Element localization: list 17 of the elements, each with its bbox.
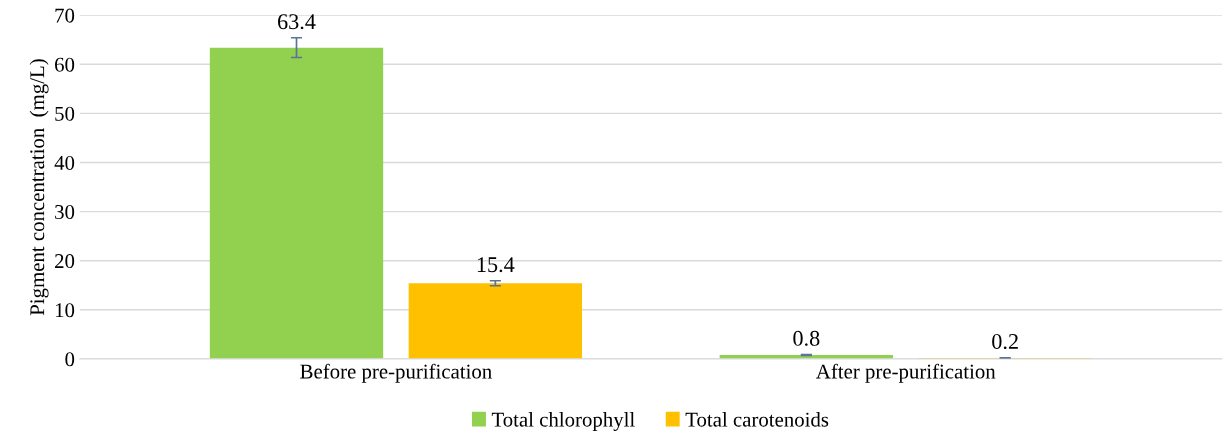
data-label: 15.4 bbox=[477, 257, 515, 273]
y-tick-label: 60 bbox=[55, 57, 75, 72]
y-tick-label: 10 bbox=[55, 303, 75, 318]
data-label: 63.4 bbox=[278, 14, 316, 30]
legend-label: Total chlorophyll bbox=[491, 411, 635, 431]
x-tick-label: After pre-purification bbox=[816, 363, 996, 383]
legend-label: Total carotenoids bbox=[685, 411, 829, 427]
y-tick-label: 0 bbox=[65, 352, 75, 367]
data-label: 0.8 bbox=[793, 330, 820, 346]
data-label: 0.2 bbox=[992, 333, 1018, 350]
y-tick-label: 30 bbox=[55, 204, 75, 220]
y-tick-label: 50 bbox=[55, 106, 75, 121]
y-axis-title: Pigment concentration (mg/L) bbox=[29, 59, 49, 316]
y-tick-label: 40 bbox=[54, 155, 75, 170]
y-tick-label: 70 bbox=[55, 8, 75, 23]
y-tick-label: 20 bbox=[55, 254, 75, 269]
x-tick-label: Before pre-purification bbox=[300, 363, 492, 383]
